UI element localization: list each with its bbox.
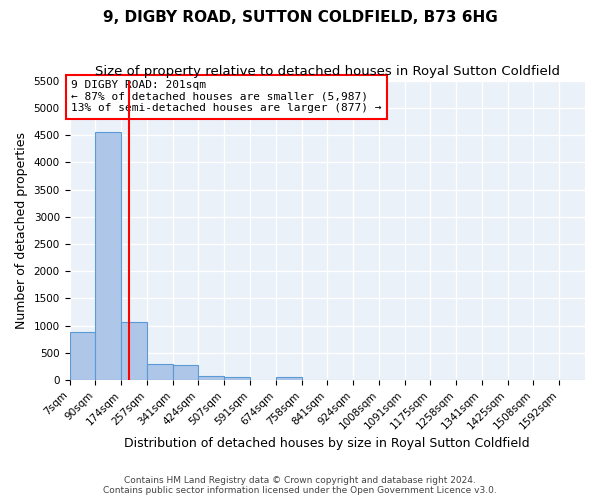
Bar [275, 377, 302, 380]
Bar [147, 364, 173, 380]
Bar [224, 377, 250, 380]
Bar [121, 322, 147, 380]
Text: 9, DIGBY ROAD, SUTTON COLDFIELD, B73 6HG: 9, DIGBY ROAD, SUTTON COLDFIELD, B73 6HG [103, 10, 497, 25]
Bar [199, 376, 224, 380]
Title: Size of property relative to detached houses in Royal Sutton Coldfield: Size of property relative to detached ho… [95, 65, 560, 78]
Text: Contains HM Land Registry data © Crown copyright and database right 2024.
Contai: Contains HM Land Registry data © Crown c… [103, 476, 497, 495]
Y-axis label: Number of detached properties: Number of detached properties [15, 132, 28, 329]
Bar [70, 332, 95, 380]
X-axis label: Distribution of detached houses by size in Royal Sutton Coldfield: Distribution of detached houses by size … [124, 437, 530, 450]
Text: 9 DIGBY ROAD: 201sqm
← 87% of detached houses are smaller (5,987)
13% of semi-de: 9 DIGBY ROAD: 201sqm ← 87% of detached h… [71, 80, 382, 114]
Bar [95, 132, 121, 380]
Bar [173, 365, 199, 380]
